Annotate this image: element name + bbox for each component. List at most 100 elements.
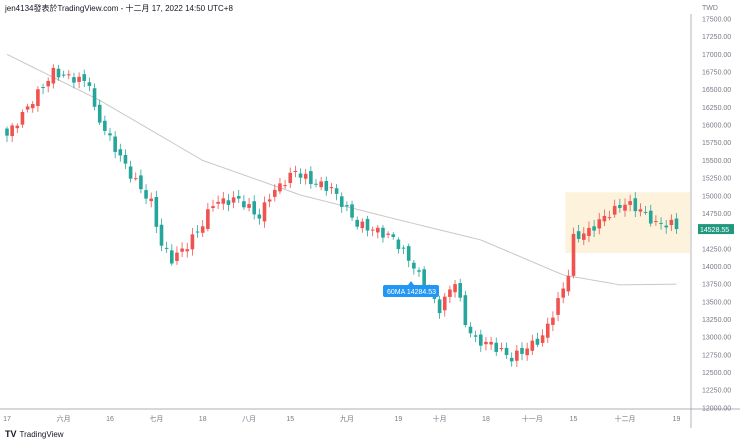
candle-body: [257, 214, 262, 219]
candle-body: [484, 341, 488, 345]
y-tick-label: 12250.00: [702, 388, 731, 395]
candle-body: [376, 227, 380, 233]
candle-body: [607, 217, 612, 219]
candle-body: [164, 247, 169, 249]
candle-body: [247, 204, 251, 208]
candle-body: [432, 297, 437, 299]
candle-body: [190, 234, 195, 250]
candle-body: [170, 250, 174, 264]
candle-body: [654, 221, 658, 223]
highlight-box: [565, 192, 690, 254]
candle-body: [545, 323, 550, 338]
candle-body: [386, 233, 390, 235]
candle-body: [355, 219, 359, 227]
y-tick-label: 12000.00: [702, 405, 731, 412]
y-tick-label: 17250.00: [702, 34, 731, 41]
candle-body: [118, 149, 123, 156]
x-tick-label: 15: [570, 416, 578, 423]
candle-body: [479, 334, 483, 346]
candle-body: [283, 185, 287, 187]
y-tick-label: 13750.00: [702, 282, 731, 289]
x-tick-label: 十二月: [615, 414, 636, 423]
candle-body: [15, 125, 20, 129]
candle-body: [303, 173, 308, 179]
candle-body: [391, 234, 396, 237]
candle-body: [633, 198, 638, 212]
candle-body: [448, 289, 452, 297]
x-tick-label: 16: [106, 416, 114, 423]
y-tick-label: 12750.00: [702, 352, 731, 359]
candle-body: [298, 173, 303, 178]
candle-body: [72, 77, 76, 83]
candle-body: [77, 76, 81, 82]
y-tick-label: 12500.00: [702, 370, 731, 377]
x-tick-label: 六月: [57, 414, 71, 423]
candle-body: [288, 172, 293, 184]
candle-body: [504, 347, 509, 356]
candle-body: [556, 298, 560, 315]
x-tick-label: 八月: [242, 415, 256, 423]
y-tick-label: 14750.00: [702, 211, 731, 218]
candle-body: [278, 183, 282, 192]
x-tick-label: 19: [395, 416, 403, 423]
candle-body: [144, 190, 148, 199]
candle-body: [25, 106, 30, 110]
candle-body: [561, 288, 565, 298]
y-tick-label: 13250.00: [702, 317, 731, 324]
candle-body: [242, 201, 246, 208]
candle-body: [185, 249, 190, 252]
candle-body: [10, 125, 14, 137]
candle-body: [108, 133, 112, 136]
candle-body: [412, 262, 416, 269]
candle-body: [535, 338, 540, 345]
candle-body: [494, 342, 499, 352]
y-tick-label: 16000.00: [702, 123, 731, 130]
y-tick-label: 15500.00: [702, 158, 731, 165]
candle-body: [381, 227, 385, 238]
candle-body: [468, 326, 473, 334]
candle-body: [262, 202, 267, 222]
candle-body: [92, 88, 97, 107]
candle-body: [97, 104, 102, 123]
candle-body: [437, 299, 442, 314]
x-tick-label: 七月: [149, 414, 163, 423]
candle-body: [659, 222, 663, 224]
candle-body: [520, 347, 524, 354]
candle-body: [417, 270, 421, 272]
chart-title: jen4134發表於TradingView.com - 十二月 17, 2022…: [5, 4, 233, 13]
candle-body: [236, 196, 241, 199]
candle-body: [509, 357, 514, 362]
candle-body: [103, 120, 107, 131]
candle-body: [319, 181, 323, 188]
candle-body: [128, 166, 133, 179]
candle-body: [628, 201, 632, 205]
candle-body: [324, 180, 329, 191]
candle-body: [267, 199, 272, 202]
y-tick-label: 13500.00: [702, 299, 731, 306]
candle-body: [442, 296, 447, 311]
candle-body: [473, 335, 478, 337]
candle-body: [309, 171, 313, 185]
candle-body: [149, 198, 153, 202]
candle-body: [314, 183, 318, 185]
y-tick-label: 13000.00: [702, 335, 731, 342]
candle-body: [175, 252, 179, 261]
last-price-badge: [698, 224, 734, 235]
candle-body: [30, 104, 35, 109]
candle-body: [345, 205, 349, 207]
candle-body: [618, 204, 622, 208]
candle-body: [576, 231, 581, 239]
candle-body: [669, 219, 674, 226]
y-tick-label: 16750.00: [702, 70, 731, 77]
candle-body: [540, 335, 545, 343]
x-tick-label: 17: [3, 416, 11, 423]
x-tick-label: 十一月: [522, 414, 543, 423]
candle-body: [41, 87, 45, 89]
candle-body: [643, 211, 648, 213]
candle-body: [453, 284, 457, 293]
candle-body: [216, 201, 220, 204]
x-tick-label: 十月: [433, 414, 447, 423]
y-tick-label: 14250.00: [702, 246, 731, 253]
y-tick-label: 15750.00: [702, 140, 731, 147]
